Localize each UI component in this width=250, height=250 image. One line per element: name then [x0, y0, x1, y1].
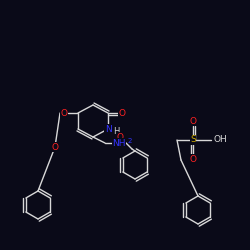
Text: H: H — [113, 126, 119, 136]
Text: O: O — [190, 154, 196, 164]
Text: O: O — [52, 142, 59, 152]
Text: O: O — [118, 108, 126, 118]
Text: NH: NH — [112, 138, 126, 147]
Text: S: S — [190, 136, 196, 144]
Text: N: N — [104, 124, 112, 134]
Text: O: O — [116, 132, 123, 141]
Text: OH: OH — [213, 136, 227, 144]
Text: 2: 2 — [128, 138, 132, 144]
Text: O: O — [190, 116, 196, 126]
Text: O: O — [60, 108, 68, 118]
